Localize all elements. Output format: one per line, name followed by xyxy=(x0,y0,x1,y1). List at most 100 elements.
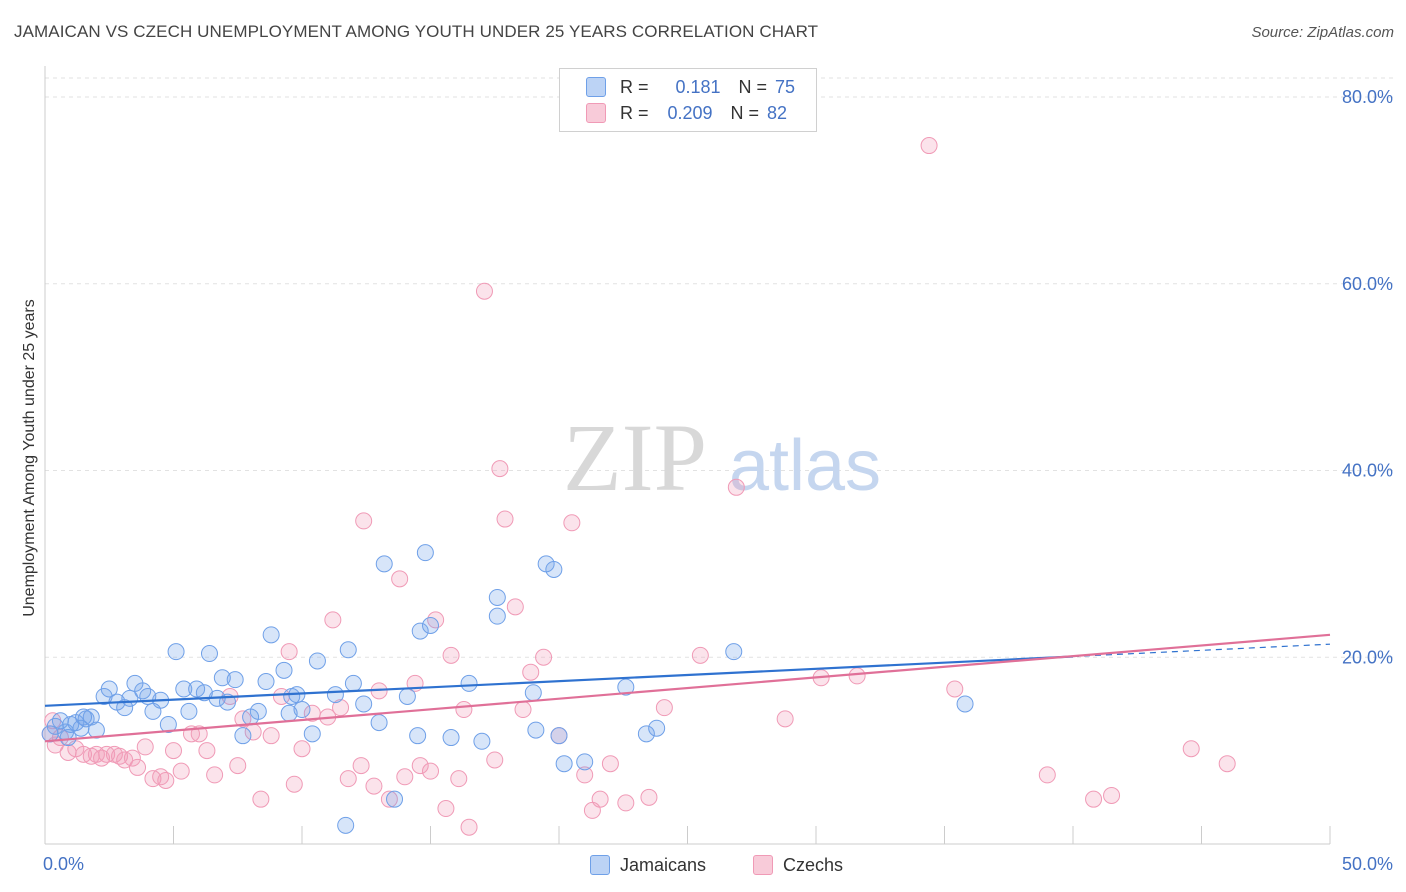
czechs-point xyxy=(442,646,460,664)
axes xyxy=(44,66,1331,845)
czechs-point xyxy=(848,667,866,685)
czechs-point xyxy=(380,790,398,808)
czechs-point xyxy=(129,758,147,776)
czechs-point xyxy=(506,598,524,616)
jamaicans-point xyxy=(257,673,275,691)
czechs-point xyxy=(617,794,635,812)
czechs-point xyxy=(136,738,154,756)
czechs-point xyxy=(262,727,280,745)
czechs-point xyxy=(514,701,532,719)
jamaicans-point xyxy=(725,643,743,661)
czechs-point xyxy=(535,648,553,666)
czechs-point xyxy=(491,460,509,478)
jamaicans-point xyxy=(200,645,218,663)
jamaicans-point xyxy=(409,727,427,745)
czechs-point xyxy=(455,701,473,719)
jamaicans-point xyxy=(648,719,666,737)
czechs-point xyxy=(280,643,298,661)
czechs-point xyxy=(460,818,478,836)
czechs-point xyxy=(172,762,190,780)
y-tick-label: 40.0% xyxy=(1342,461,1393,481)
legend-n-value-czechs: 82 xyxy=(767,102,788,123)
legend-n-label: N = xyxy=(730,102,760,123)
bottom-legend-label-jamaicans: Jamaicans xyxy=(620,854,707,875)
bottom-legend-czechs: Czechs xyxy=(753,852,843,878)
legend-r-label: R = xyxy=(620,76,649,97)
bottom-legend-jamaicans: Jamaicans xyxy=(590,852,706,878)
czechs-point xyxy=(1182,740,1200,758)
czechs-point xyxy=(324,611,342,629)
czechs-point xyxy=(339,770,357,788)
jamaicans-point xyxy=(488,607,506,625)
jamaicans-point xyxy=(180,702,198,720)
jamaicans-point xyxy=(303,725,321,743)
jamaicans-point xyxy=(488,588,506,606)
chart-source: Source: ZipAtlas.com xyxy=(1251,24,1394,41)
x-tick-label: 50.0% xyxy=(1342,854,1393,874)
bottom-legend-swatch-jamaicans xyxy=(590,855,610,875)
legend-r-value-czechs: 0.209 xyxy=(667,102,713,123)
czechs-point xyxy=(450,770,468,788)
legend-row-czechs: R = 0.209 N = 82 xyxy=(586,101,787,125)
tick-labels: 20.0% 40.0% 60.0% 80.0% 0.0% 50.0% xyxy=(43,87,1393,874)
czechs-point xyxy=(920,137,938,155)
czechs-point xyxy=(601,755,619,773)
jamaicans-point xyxy=(416,544,434,562)
jamaicans-point xyxy=(576,753,594,771)
bottom-legend-swatch-czechs xyxy=(753,855,773,875)
czechs-point xyxy=(285,775,303,793)
czechs-point xyxy=(691,646,709,664)
czechs-point xyxy=(355,512,373,530)
jamaicans-point xyxy=(956,695,974,713)
jamaicans-point xyxy=(280,704,298,722)
jamaicans-point xyxy=(188,680,206,698)
czechs-point xyxy=(640,788,658,806)
y-tick-label: 20.0% xyxy=(1342,647,1393,667)
jamaicans-point xyxy=(339,641,357,659)
jamaicans-point xyxy=(195,684,213,702)
jamaicans-point xyxy=(234,727,252,745)
czechs-point xyxy=(123,749,141,767)
czechs-point xyxy=(496,510,514,528)
jamaicans-point xyxy=(116,699,134,717)
jamaicans-point xyxy=(344,674,362,692)
bottom-legend-label-czechs: Czechs xyxy=(783,854,844,875)
czechs-point xyxy=(229,757,247,775)
jamaicans-point xyxy=(308,652,326,670)
jamaicans-point xyxy=(59,729,77,747)
jamaicans-point xyxy=(460,674,478,692)
czechs-point xyxy=(655,699,673,717)
y-tick-label: 80.0% xyxy=(1342,87,1393,107)
watermark-atlas: atlas xyxy=(729,426,881,506)
jamaicans-point xyxy=(617,678,635,696)
jamaicans-point xyxy=(555,755,573,773)
czechs-point xyxy=(1218,755,1236,773)
jamaicans-point xyxy=(175,680,193,698)
czechs-point xyxy=(727,478,745,496)
czechs-point xyxy=(157,772,175,790)
czechs-point xyxy=(352,757,370,775)
jamaicans-point xyxy=(293,701,311,719)
trend-lines xyxy=(44,633,1331,743)
czechs-point xyxy=(332,699,350,717)
legend-box: R = 0.181 N = 75 R = 0.209 N = 82 xyxy=(559,68,817,132)
jamaicans-point xyxy=(527,721,545,739)
jamaicans-point xyxy=(370,714,388,732)
jamaicans-point xyxy=(386,790,404,808)
jamaicans-point xyxy=(545,560,563,578)
czechs-point xyxy=(437,800,455,818)
jamaicans-point xyxy=(375,555,393,573)
czechs-point xyxy=(946,680,964,698)
legend-n-value-jamaicans: 75 xyxy=(775,76,796,97)
jamaicans-point xyxy=(473,732,491,750)
czechs-point xyxy=(475,282,493,300)
czechs-point xyxy=(206,766,224,784)
czechs-point xyxy=(411,757,429,775)
gridlines xyxy=(45,77,1393,658)
jamaicans-point xyxy=(398,687,416,705)
czechs-point xyxy=(293,740,311,758)
legend-n-label: N = xyxy=(738,76,768,97)
czechs-point xyxy=(563,514,581,532)
czechs-point xyxy=(1085,790,1103,808)
